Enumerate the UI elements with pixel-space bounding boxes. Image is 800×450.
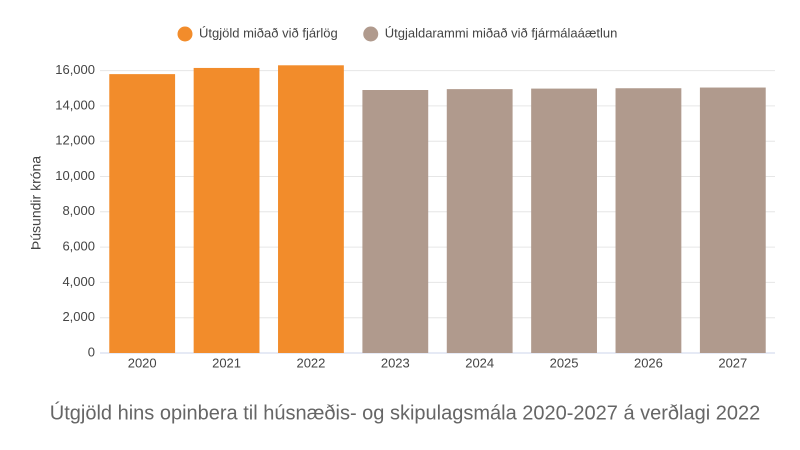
bar — [615, 88, 682, 353]
x-tick-label: 2025 — [550, 355, 579, 370]
legend-label: Útgjaldarammi miðað við fjármálaáætlun — [385, 25, 618, 40]
x-tick-label: 2026 — [634, 355, 663, 370]
bar — [109, 74, 176, 353]
x-tick-label: 2027 — [718, 355, 747, 370]
legend-marker — [177, 26, 193, 42]
y-axis-label: Þúsundir króna — [28, 156, 44, 250]
y-tick-label: 4,000 — [62, 274, 95, 289]
y-tick-label: 2,000 — [62, 309, 95, 324]
bar — [362, 90, 429, 353]
y-tick-label: 14,000 — [55, 97, 95, 112]
bar — [193, 67, 260, 353]
y-tick-label: 16,000 — [55, 62, 95, 77]
y-tick-label: 8,000 — [62, 203, 95, 218]
x-tick-label: 2022 — [296, 355, 325, 370]
bar — [278, 65, 344, 354]
legend-label: Útgjöld miðað við fjárlög — [199, 25, 338, 40]
y-tick-label: 10,000 — [55, 168, 95, 183]
bar — [699, 87, 766, 353]
x-tick-label: 2021 — [212, 355, 241, 370]
bar — [531, 88, 597, 353]
x-tick-label: 2024 — [465, 355, 494, 370]
y-tick-label: 0 — [88, 344, 95, 359]
x-tick-label: 2020 — [128, 355, 157, 370]
x-tick-label: 2023 — [381, 355, 410, 370]
legend-marker — [363, 26, 379, 42]
y-tick-label: 6,000 — [62, 239, 95, 254]
y-tick-label: 12,000 — [55, 133, 95, 148]
bar — [446, 89, 513, 353]
chart-title: Útgjöld hins opinbera til húsnæðis- og s… — [50, 401, 760, 424]
